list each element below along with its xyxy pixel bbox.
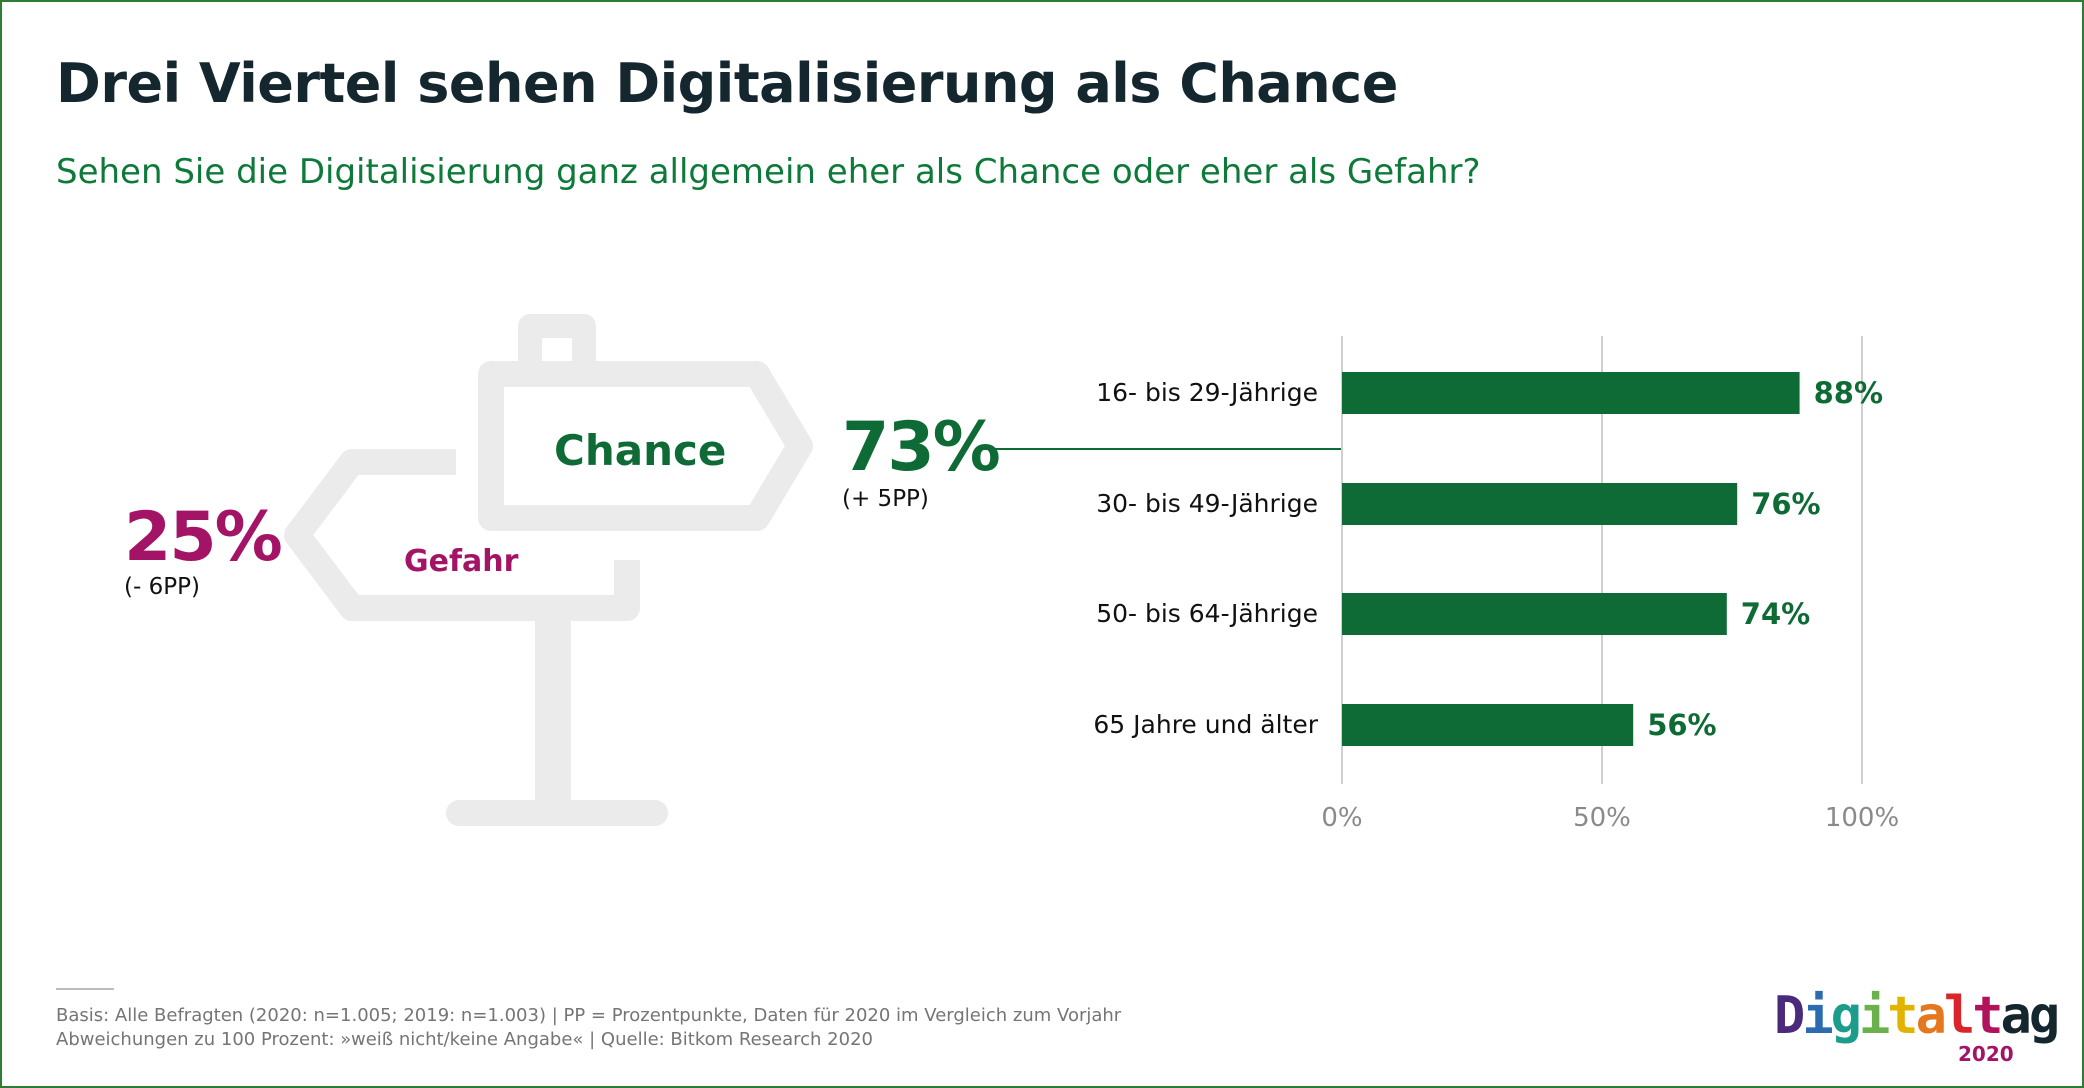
chance-delta: (+ 5PP): [842, 486, 929, 512]
category-label: 50- bis 64-Jährige: [1096, 599, 1318, 628]
logo-letter: l: [1943, 986, 1975, 1046]
logo-letter: a: [1915, 986, 1947, 1046]
bar: [1342, 593, 1727, 635]
value-label: 88%: [1814, 376, 1883, 410]
value-label: 56%: [1647, 708, 1716, 742]
logo-letter: D: [1774, 986, 1805, 1046]
value-label: 76%: [1751, 487, 1820, 521]
category-label: 30- bis 49-Jährige: [1096, 489, 1318, 518]
gefahr-delta: (- 6PP): [124, 574, 200, 600]
bar: [1342, 372, 1800, 414]
x-tick-label: 50%: [1573, 803, 1631, 833]
x-tick-label: 100%: [1825, 803, 1899, 833]
footer-source: Abweichungen zu 100 Prozent: »weiß nicht…: [56, 1029, 873, 1050]
category-label: 65 Jahre und älter: [1093, 710, 1318, 739]
bar: [1342, 483, 1738, 525]
x-tick-label: 0%: [1321, 803, 1362, 833]
logo-letter: i: [1802, 986, 1833, 1046]
logo-letter: g: [1830, 986, 1862, 1046]
category-label: 16- bis 29-Jährige: [1096, 378, 1318, 407]
page-title: Drei Viertel sehen Digitalisierung als C…: [56, 52, 1398, 115]
chance-sign-label: Chance: [554, 426, 727, 475]
gefahr-percent: 25%: [124, 498, 283, 577]
value-label: 74%: [1741, 597, 1810, 631]
digitaltag-logo: Digitaltag: [1774, 986, 2060, 1046]
chance-percent: 73%: [842, 408, 1001, 487]
logo-letter: i: [1858, 986, 1890, 1046]
footer-divider: [56, 988, 114, 990]
bar: [1342, 704, 1634, 746]
logo-letter: t: [1972, 986, 2003, 1046]
logo-letter: t: [1887, 986, 1918, 1046]
footer-basis: Basis: Alle Befragten (2020: n=1.005; 20…: [56, 1005, 1122, 1026]
gefahr-sign-label: Gefahr: [404, 544, 519, 579]
page-subtitle: Sehen Sie die Digitalisierung ganz allge…: [56, 152, 1481, 192]
logo-letter: g: [2028, 986, 2060, 1046]
logo-letter: a: [2000, 986, 2032, 1046]
logo-year: 2020: [1958, 1042, 2014, 1066]
